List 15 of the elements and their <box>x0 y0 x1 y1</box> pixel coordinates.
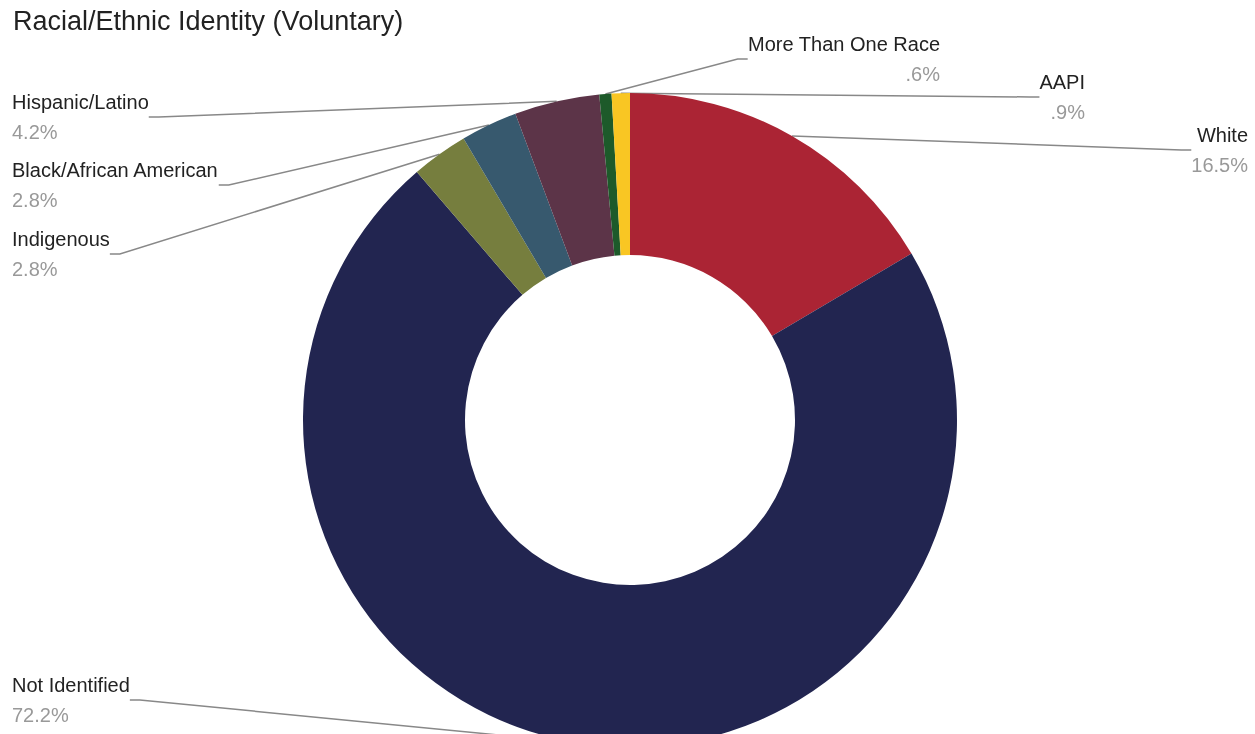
data-label: 4.2% <box>12 121 58 143</box>
data-label: 16.5% <box>1191 154 1249 176</box>
slice-label: Hispanic/Latino <box>12 91 149 113</box>
chart-title: Racial/Ethnic Identity (Voluntary) <box>13 5 404 36</box>
data-label: .6% <box>905 63 941 85</box>
data-label: .9% <box>1050 101 1086 123</box>
data-label: 2.8% <box>12 258 58 280</box>
slice-label: Indigenous <box>12 228 110 250</box>
slice-label: White <box>1196 124 1248 146</box>
slice-label: AAPI <box>1039 71 1085 93</box>
data-label: 2.8% <box>12 189 58 211</box>
slice-label: Black/African American <box>12 159 218 181</box>
slice-label: Not Identified <box>12 674 130 696</box>
slice-label: More Than One Race <box>748 33 940 55</box>
data-label: 72.2% <box>12 704 69 726</box>
